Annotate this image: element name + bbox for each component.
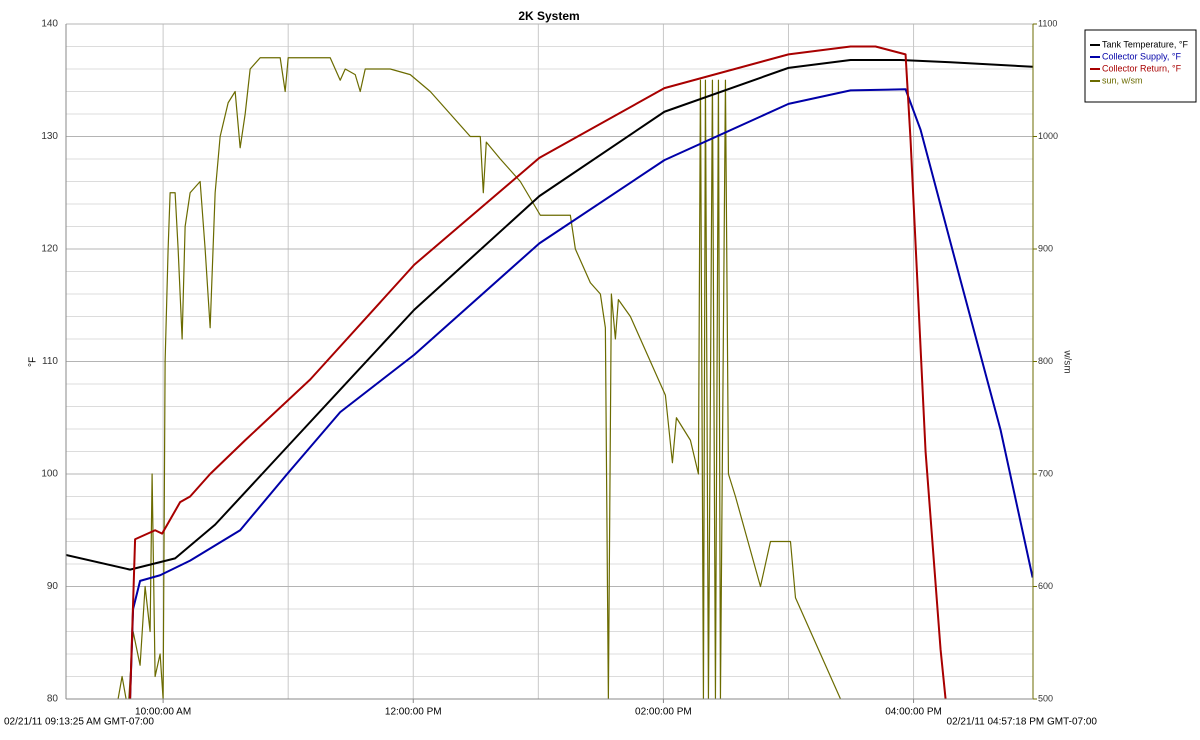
x-tick-label: 10:00:00 AM [135,707,191,718]
y-tick-label: 90 [47,581,59,592]
y-tick-label: 110 [42,356,58,367]
x-tick-label: 02:00:00 PM [635,707,692,718]
legend-box [1084,29,1197,103]
legend: Tank Temperature, °F Collector Supply, °F… [1084,29,1197,103]
y2-axis-label: w/sm [1061,349,1072,373]
x-start-label: 02/21/11 09:13:25 AM GMT-07:00 [4,717,154,728]
x-end-label: 02/21/11 04:57:18 PM GMT-07:00 [947,717,1098,728]
series-line [117,57,842,699]
x-tick-label: 04:00:00 PM [885,707,942,718]
y2-tick-label: 600 [1038,581,1053,591]
y2-tick-label: 900 [1038,243,1053,253]
x-tick-label: 12:00:00 PM [385,707,442,718]
legend-label: Collector Return, °F [1102,63,1182,73]
legend-label: sun, w/sm [1102,75,1143,85]
chart-title: 2K System [518,9,579,23]
y-tick-label: 120 [41,244,58,255]
y-axis-label: °F [28,357,39,367]
y-tick-label: 140 [41,19,58,30]
series-line [66,59,1033,571]
y-tick-label: 80 [47,694,59,705]
series-line [129,45,947,699]
y2-tick-label: 800 [1038,356,1053,366]
y2-tick-label: 1000 [1038,131,1058,141]
legend-label: Tank Temperature, °F [1102,39,1188,49]
y2-tick-label: 500 [1038,693,1053,703]
y-tick-label: 130 [41,131,58,142]
legend-label: Collector Supply, °F [1102,51,1181,61]
series-line [129,88,1033,699]
y-tick-label: 100 [41,469,58,480]
grid [66,23,1033,700]
plot-lines [66,45,1033,699]
y2-tick-label: 1100 [1038,18,1057,28]
y2-tick-label: 700 [1038,468,1053,478]
